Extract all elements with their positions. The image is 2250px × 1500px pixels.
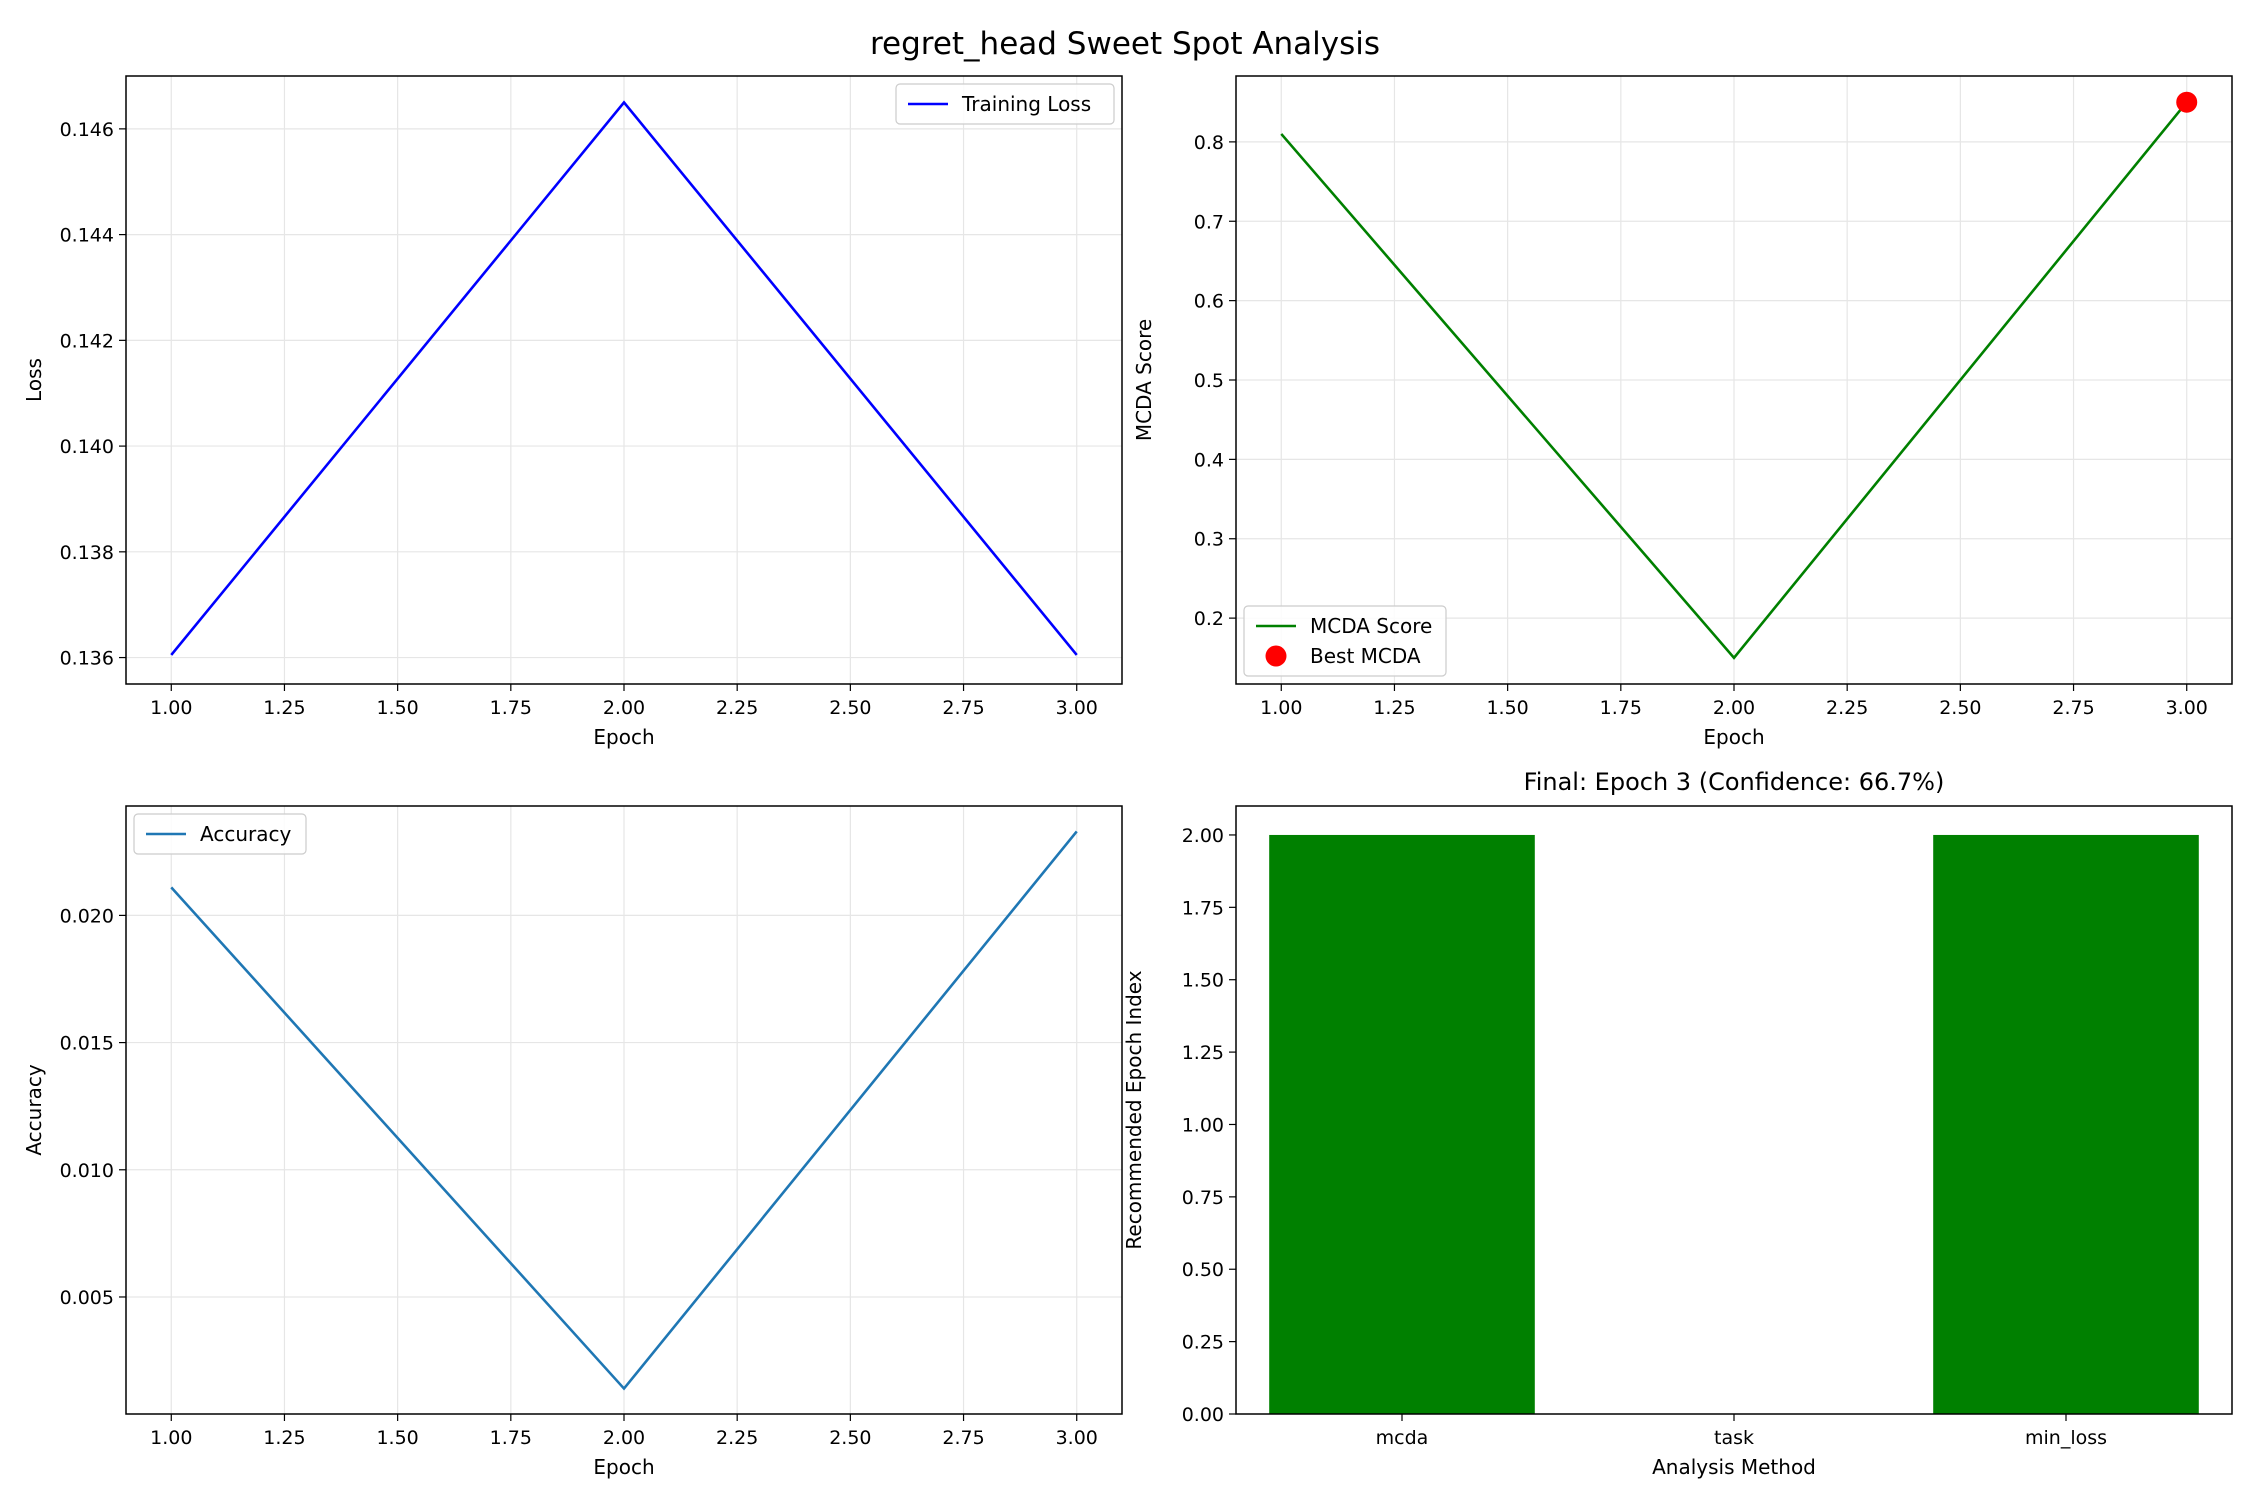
x-tick-label: 1.00 <box>150 1427 192 1449</box>
legend: Training Loss <box>895 83 1115 125</box>
y-tick-label: 0.75 <box>1182 1187 1224 1209</box>
x-tick-label: 3.00 <box>1056 697 1098 719</box>
y-axis-label: MCDA Score <box>1132 319 1156 441</box>
x-tick-label: 3.00 <box>2166 697 2208 719</box>
subplot-title: Final: Epoch 3 (Confidence: 66.7%) <box>1524 768 1945 796</box>
x-tick-label: 1.25 <box>263 697 305 719</box>
y-tick-label: 0.8 <box>1194 132 1224 154</box>
y-tick-label: 0.25 <box>1182 1332 1224 1354</box>
y-axis-label: Recommended Epoch Index <box>1122 970 1146 1249</box>
x-axis-label: Epoch <box>1703 725 1764 749</box>
x-tick-label: 2.75 <box>942 1427 984 1449</box>
x-tick-label: 1.50 <box>1486 697 1528 719</box>
x-tick-label: 2.50 <box>829 697 871 719</box>
x-tick-label: 2.00 <box>1713 697 1755 719</box>
y-tick-label: 0.4 <box>1194 449 1224 471</box>
best-mcda-marker <box>2176 91 2198 113</box>
legend-box <box>895 83 1115 125</box>
y-tick-label: 0.146 <box>60 119 114 141</box>
recommend-panel: mcda task min_loss 0.00 0.25 0.50 0.75 1.00 1.25… <box>1122 768 2233 1479</box>
y-tick-label: 0.50 <box>1182 1259 1224 1281</box>
x-tick-label: 1.00 <box>150 697 192 719</box>
y-tick-label: 0.3 <box>1194 529 1224 551</box>
x-tick-label: 1.50 <box>376 1427 418 1449</box>
y-axis-label: Accuracy <box>22 1064 46 1155</box>
x-tick-label: 2.75 <box>2052 697 2094 719</box>
x-tick-label: 2.25 <box>716 697 758 719</box>
x-tick-label: 1.25 <box>263 1427 305 1449</box>
legend-label: Training Loss <box>961 92 1091 116</box>
x-tick-label: 1.00 <box>1260 697 1302 719</box>
x-tick-label: 2.25 <box>716 1427 758 1449</box>
legend-label: MCDA Score <box>1310 614 1432 638</box>
x-tick-label: 1.75 <box>490 697 532 719</box>
x-axis-label: Epoch <box>593 1455 654 1479</box>
y-tick-label: 0.138 <box>60 542 114 564</box>
x-tick-label: 2.50 <box>829 1427 871 1449</box>
y-tick-label: 0.142 <box>60 330 114 352</box>
x-tick-label: 1.75 <box>1600 697 1642 719</box>
legend-box <box>133 813 307 855</box>
y-tick-label: 2.00 <box>1182 825 1224 847</box>
figure-title: regret_head Sweet Spot Analysis <box>870 26 1380 62</box>
x-tick-label: min_loss <box>2025 1427 2107 1449</box>
y-tick-label: 0.010 <box>60 1160 114 1182</box>
legend-marker-swatch <box>1265 645 1287 667</box>
x-tick-label: 2.00 <box>603 697 645 719</box>
y-tick-label: 0.5 <box>1194 370 1224 392</box>
bar-mcda <box>1269 834 1535 1414</box>
x-tick-label: 2.50 <box>1939 697 1981 719</box>
y-tick-label: 0.00 <box>1182 1404 1224 1426</box>
y-tick-label: 0.7 <box>1194 211 1224 233</box>
x-tick-label: 3.00 <box>1056 1427 1098 1449</box>
y-tick-label: 1.50 <box>1182 970 1224 992</box>
legend-label: Best MCDA <box>1310 644 1421 668</box>
x-tick-label: task <box>1714 1427 1754 1449</box>
bar-min_loss <box>1933 834 2199 1414</box>
x-tick-label: 1.50 <box>376 697 418 719</box>
x-tick-label: mcda <box>1376 1427 1429 1449</box>
y-tick-label: 1.75 <box>1182 897 1224 919</box>
mcda-panel: 1.00 1.25 1.50 1.75 2.00 2.25 2.50 2.75 3.00 0.2 0… <box>1132 75 2233 749</box>
y-axis-label: Loss <box>22 358 46 402</box>
y-tick-label: 0.020 <box>60 905 114 927</box>
accuracy-panel: 1.00 1.25 1.50 1.75 2.00 2.25 2.50 2.75 3.00 0.00… <box>22 805 1123 1479</box>
y-tick-label: 0.005 <box>60 1287 114 1309</box>
x-tick-label: 2.75 <box>942 697 984 719</box>
y-tick-label: 0.144 <box>60 225 114 247</box>
legend-box <box>1243 605 1447 677</box>
x-tick-label: 2.00 <box>603 1427 645 1449</box>
legend: Accuracy <box>133 813 307 855</box>
y-tick-label: 0.2 <box>1194 608 1224 630</box>
y-tick-label: 1.25 <box>1182 1042 1224 1064</box>
y-tick-label: 1.00 <box>1182 1114 1224 1136</box>
x-tick-label: 1.25 <box>1373 697 1415 719</box>
legend-label: Accuracy <box>200 822 291 846</box>
legend: MCDA Score Best MCDA <box>1243 605 1447 677</box>
x-tick-label: 1.75 <box>490 1427 532 1449</box>
loss-panel: 1.00 1.25 1.50 1.75 2.00 2.25 2.50 2.75 3.00 0.13… <box>22 75 1123 749</box>
y-tick-label: 0.015 <box>60 1033 114 1055</box>
y-tick-label: 0.140 <box>60 436 114 458</box>
x-axis-label: Analysis Method <box>1652 1455 1816 1479</box>
x-tick-label: 2.25 <box>1826 697 1868 719</box>
x-axis-label: Epoch <box>593 725 654 749</box>
y-tick-label: 0.136 <box>60 648 114 670</box>
y-tick-label: 0.6 <box>1194 291 1224 313</box>
